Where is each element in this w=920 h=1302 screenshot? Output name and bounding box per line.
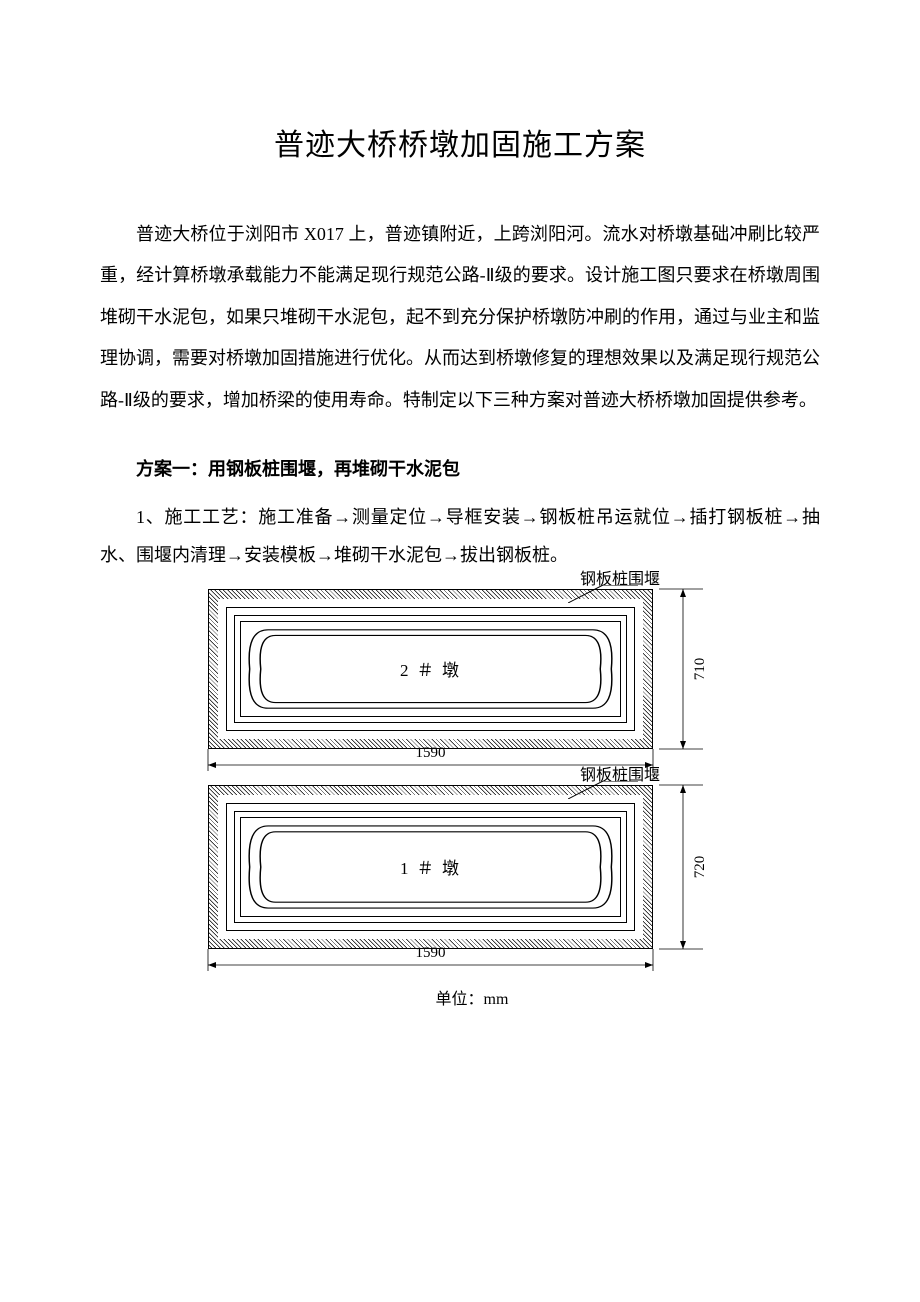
dim-h-1: 720 [691, 855, 708, 878]
diagram-container: 钢板桩围堰 2 ＃ 墩 [190, 589, 730, 1009]
pier2-block: 钢板桩围堰 2 ＃ 墩 [190, 589, 730, 777]
pier1-label: 1 ＃ 墩 [208, 785, 653, 949]
pier1-block: 钢板桩围堰 1 ＃ 墩 [190, 785, 730, 977]
dim-bottom-1: 1590 [208, 949, 653, 977]
dim-w-1: 1590 [208, 945, 653, 962]
cofferdam-2: 2 ＃ 墩 710 [208, 589, 653, 749]
unit-label: 单位：mm [214, 985, 730, 1009]
intro-paragraph: 普迹大桥位于浏阳市 X017 上，普迹镇附近，上跨浏阳河。流水对桥墩基础冲刷比较… [100, 214, 820, 421]
scheme1-heading: 方案一：用钢板桩围堰，再堆砌干水泥包 [100, 451, 820, 487]
scheme1-step1: 1、施工工艺：施工准备→测量定位→导框安装→钢板桩吊运就位→插打钢板桩→抽水、围… [100, 499, 820, 575]
cofferdam-1: 1 ＃ 墩 720 [208, 785, 653, 949]
pier2-label: 2 ＃ 墩 [208, 589, 653, 749]
dim-right-1: 720 [659, 785, 711, 949]
page-title: 普迹大桥桥墩加固施工方案 [100, 120, 820, 164]
dim-h-2: 710 [691, 657, 708, 680]
dim-right-2: 710 [659, 589, 711, 749]
dim-w-2: 1590 [208, 745, 653, 762]
